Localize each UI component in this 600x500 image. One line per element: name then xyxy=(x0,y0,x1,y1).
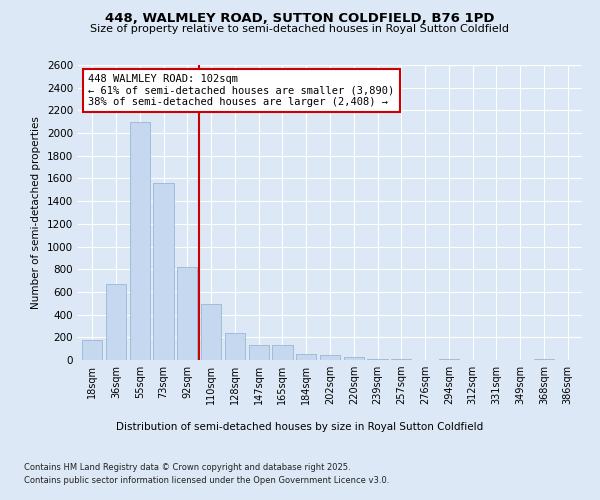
Bar xyxy=(106,284,126,360)
Text: Distribution of semi-detached houses by size in Royal Sutton Coldfield: Distribution of semi-detached houses by … xyxy=(116,422,484,432)
Bar xyxy=(272,345,293,360)
Y-axis label: Number of semi-detached properties: Number of semi-detached properties xyxy=(31,116,41,309)
Bar xyxy=(367,359,388,360)
Bar xyxy=(534,359,554,360)
Bar xyxy=(130,122,150,360)
Bar xyxy=(154,183,173,360)
Bar xyxy=(344,356,364,360)
Text: Contains HM Land Registry data © Crown copyright and database right 2025.: Contains HM Land Registry data © Crown c… xyxy=(24,462,350,471)
Text: 448, WALMLEY ROAD, SUTTON COLDFIELD, B76 1PD: 448, WALMLEY ROAD, SUTTON COLDFIELD, B76… xyxy=(105,12,495,26)
Bar xyxy=(296,354,316,360)
Bar xyxy=(177,267,197,360)
Text: Size of property relative to semi-detached houses in Royal Sutton Coldfield: Size of property relative to semi-detach… xyxy=(91,24,509,34)
Bar xyxy=(248,345,269,360)
Bar xyxy=(320,356,340,360)
Bar xyxy=(225,333,245,360)
Text: 448 WALMLEY ROAD: 102sqm
← 61% of semi-detached houses are smaller (3,890)
38% o: 448 WALMLEY ROAD: 102sqm ← 61% of semi-d… xyxy=(88,74,394,107)
Text: Contains public sector information licensed under the Open Government Licence v3: Contains public sector information licen… xyxy=(24,476,389,485)
Bar xyxy=(201,304,221,360)
Bar xyxy=(82,340,103,360)
